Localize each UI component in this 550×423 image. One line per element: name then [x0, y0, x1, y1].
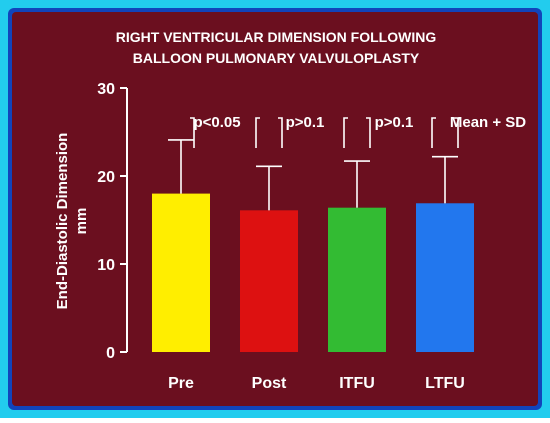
bar-itfu: [328, 207, 386, 352]
bars: [152, 193, 474, 352]
annotation-p-post-itfu: p>0.1: [286, 114, 325, 131]
bracket-left: [366, 117, 371, 148]
x-label-ltfu: LTFU: [425, 375, 465, 392]
y-tick-label: 0: [106, 345, 115, 362]
error-bars: [168, 117, 459, 211]
chart-title-line-2: BALLOON PULMONARY VALVULOPLASTY: [133, 50, 420, 66]
x-axis-labels: Pre Post ITFU LTFU: [168, 375, 465, 392]
bracket-right: [431, 117, 436, 148]
bar-ltfu: [416, 203, 474, 352]
y-tick-label: 20: [97, 169, 115, 186]
bar-pre: [152, 193, 210, 352]
chart-title-line-1: RIGHT VENTRICULAR DIMENSION FOLLOWING: [116, 29, 437, 45]
annotation-p-pre-post: p<0.05: [193, 114, 240, 131]
x-label-post: Post: [252, 375, 287, 392]
y-tick-label: 10: [97, 257, 115, 274]
y-tick-label: 30: [97, 81, 115, 98]
x-label-itfu: ITFU: [339, 375, 375, 392]
x-label-pre: Pre: [168, 375, 194, 392]
annotation-p-itfu-ltfu: p>0.1: [375, 114, 414, 131]
bracket-right: [343, 117, 348, 148]
annotation-mean-sd: Mean + SD: [450, 114, 526, 131]
bracket-left: [454, 117, 459, 148]
bracket-left: [190, 117, 195, 148]
bracket-right: [255, 117, 260, 148]
y-axis-unit: mm: [73, 208, 90, 235]
bracket-left: [278, 117, 283, 148]
bar-post: [240, 210, 298, 352]
y-axis-ticks: 0 10 20 30: [97, 81, 127, 362]
y-axis-label: End-Diastolic Dimension: [54, 133, 71, 310]
slide-background: [12, 12, 538, 406]
